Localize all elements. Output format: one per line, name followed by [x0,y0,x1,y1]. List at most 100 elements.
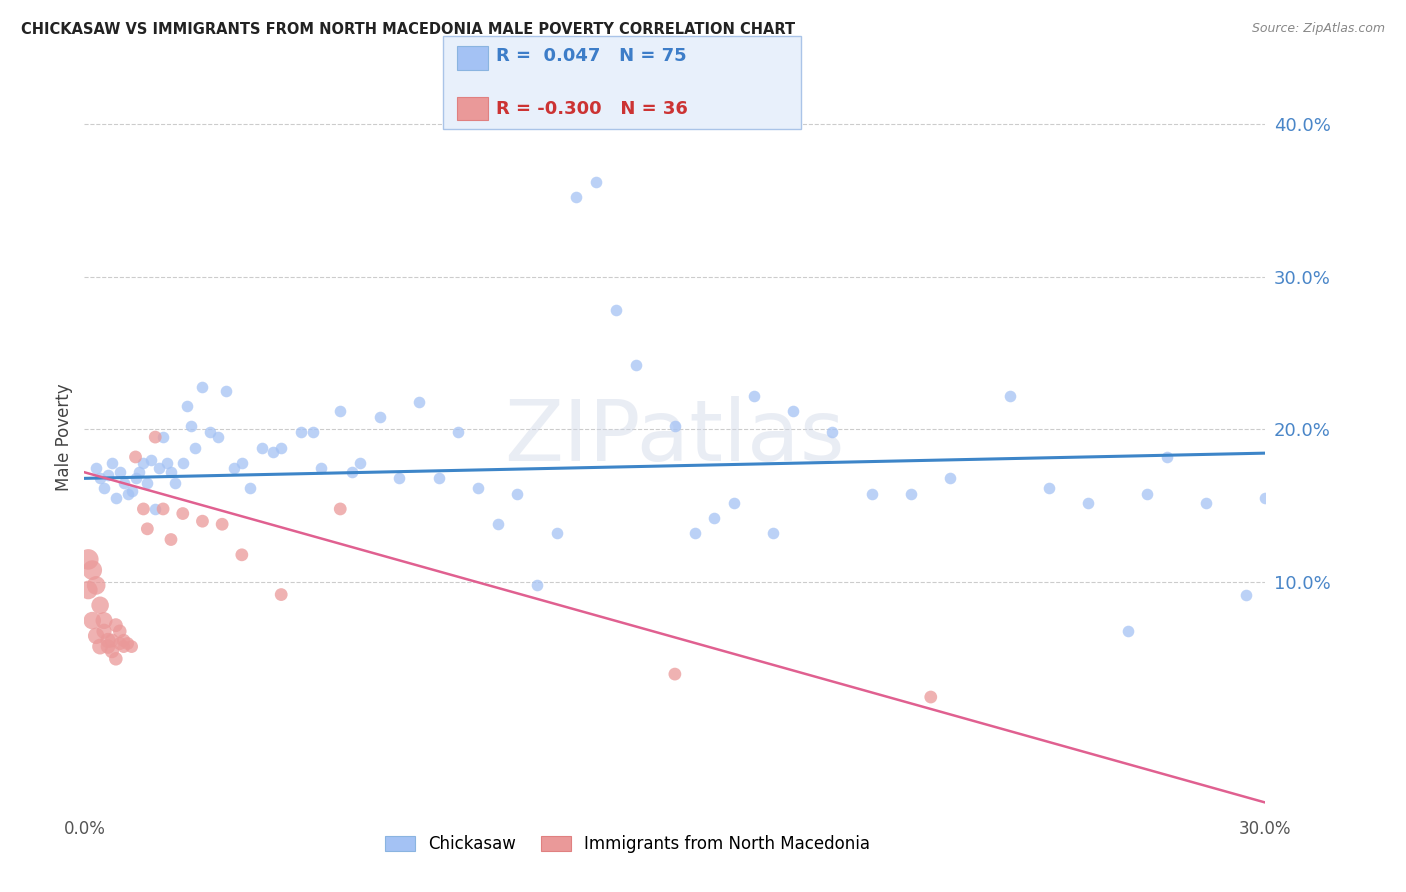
Point [152,430,174,444]
Point [408,395,430,409]
Point [270,441,292,455]
Point [309,460,332,475]
Point [388,471,411,485]
Point [93,624,115,639]
Point [176,400,198,414]
Point [97,468,120,483]
Point [349,456,371,470]
Point [301,425,323,440]
Point [112,475,135,490]
Point [1195,496,1218,510]
Point [143,502,166,516]
Point [82,614,104,628]
Point [136,475,159,490]
Y-axis label: Male Poverty: Male Poverty [55,384,73,491]
Point [97,633,120,648]
Point [121,640,143,654]
Text: R = -0.300   N = 36: R = -0.300 N = 36 [496,100,688,118]
Point [723,496,745,510]
Point [124,450,146,464]
Point [82,563,104,577]
Point [117,636,139,650]
Point [329,404,352,418]
Point [200,425,222,440]
Point [239,481,262,495]
Point [163,475,186,490]
Point [132,502,155,516]
Point [467,481,489,495]
Point [270,588,292,602]
Text: Source: ZipAtlas.com: Source: ZipAtlas.com [1251,22,1385,36]
Point [84,629,107,643]
Point [89,640,111,654]
Point [546,526,568,541]
Point [427,471,450,485]
Point [1136,486,1159,500]
Point [215,384,238,399]
Point [128,465,150,479]
Point [121,483,143,498]
Point [1156,450,1178,464]
Point [108,636,131,650]
Point [231,456,253,470]
Point [486,517,509,532]
Point [180,419,202,434]
Point [84,460,107,475]
Point [207,430,229,444]
Text: CHICKASAW VS IMMIGRANTS FROM NORTH MACEDONIA MALE POVERTY CORRELATION CHART: CHICKASAW VS IMMIGRANTS FROM NORTH MACED… [21,22,796,37]
Point [77,552,100,566]
Point [141,453,163,467]
Point [183,441,205,455]
Text: R =  0.047   N = 75: R = 0.047 N = 75 [496,47,688,65]
Point [124,471,146,485]
Point [762,526,785,541]
Point [506,486,529,500]
Point [664,419,686,434]
Point [191,514,214,528]
Point [860,486,883,500]
Point [104,618,127,632]
Point [77,582,100,597]
Point [172,456,194,470]
Point [624,358,647,372]
Point [262,445,284,459]
Point [290,425,312,440]
Point [104,491,127,506]
Point [112,633,135,648]
Point [585,175,607,189]
Point [104,652,127,666]
Text: ZIPatlas: ZIPatlas [505,395,845,479]
Point [136,522,159,536]
Point [160,533,183,547]
Point [84,578,107,592]
Point [900,486,922,500]
Point [231,548,253,562]
Point [222,460,245,475]
Point [368,410,391,425]
Point [89,471,111,485]
Point [447,425,470,440]
Point [1116,624,1139,639]
Point [821,425,844,440]
Point [1038,481,1060,495]
Point [664,667,686,681]
Point [211,517,233,532]
Point [1234,588,1257,602]
Point [191,379,214,393]
Point [605,303,627,318]
Point [683,526,706,541]
Point [93,614,115,628]
Point [108,624,131,639]
Point [97,640,120,654]
Point [89,599,111,613]
Point [143,430,166,444]
Point [250,441,273,455]
Point [101,644,124,658]
Point [703,511,725,525]
Point [1254,491,1277,506]
Point [340,465,363,479]
Point [329,502,352,516]
Point [101,633,124,648]
Point [742,389,765,403]
Point [160,465,183,479]
